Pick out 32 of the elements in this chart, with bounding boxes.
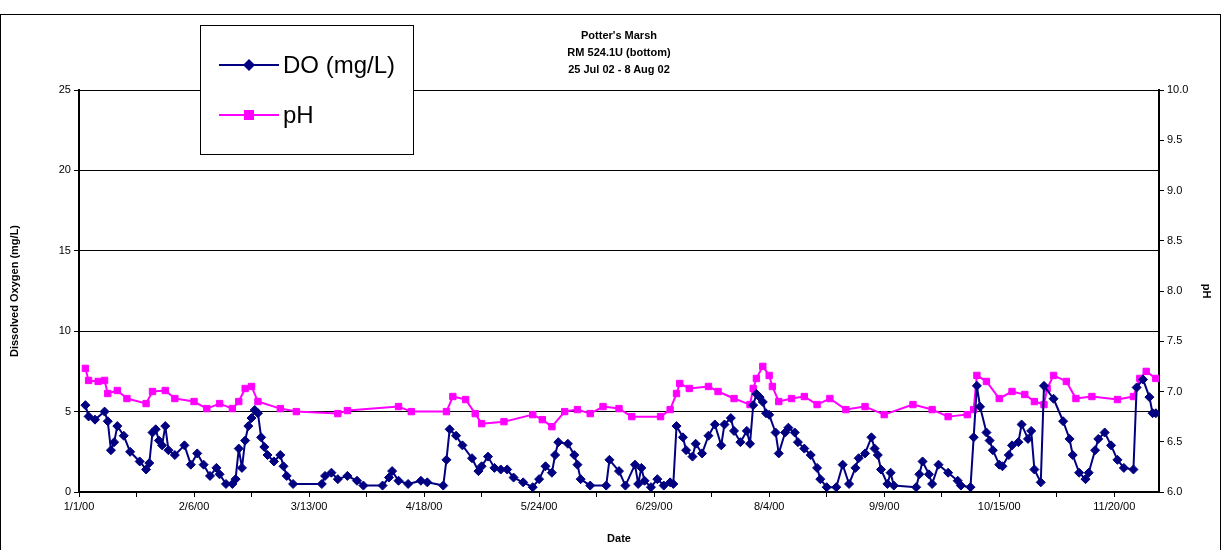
y-axis-title: Dissolved Oxygen (mg/L) [7, 224, 20, 358]
x-tick-label: 3/13/00 [290, 499, 328, 512]
y-tick-label: 25 [58, 83, 71, 96]
y2-tick-label: 8.5 [1167, 233, 1183, 246]
y-tick-label: 20 [58, 163, 71, 176]
y2-tick-label: 9.5 [1167, 133, 1183, 146]
y2-tick-label: 7.5 [1167, 334, 1183, 347]
x-tick-label: 1/1/00 [63, 499, 95, 512]
y-tick-label: 10 [58, 324, 71, 337]
x-tick-label: 5/24/00 [520, 499, 558, 512]
y2-tick-label: 10.0 [1167, 83, 1189, 96]
x-tick-label: 8/4/00 [753, 499, 785, 512]
x-tick-label: 2/6/00 [178, 499, 210, 512]
chart-subtitle: RM 524.1U (bottom) 25 Jul 02 - 8 Aug 02 [567, 46, 671, 76]
y-tick-label: 5 [64, 404, 71, 417]
y2-tick-label: 6.0 [1167, 485, 1183, 498]
x-axis-title: Date [607, 532, 631, 545]
y-tick-label: 0 [64, 485, 71, 498]
y2-tick-label: 9.0 [1167, 183, 1183, 196]
x-tick-label: 6/29/00 [635, 499, 673, 512]
y2-axis-title: pH [1201, 283, 1214, 299]
y2-tick-label: 8.0 [1167, 284, 1183, 297]
legend-label: DO (mg/L) [283, 51, 396, 78]
y2-tick-label: 7.0 [1167, 384, 1183, 397]
x-tick-label: 10/15/00 [977, 499, 1021, 512]
y2-tick-label: 6.5 [1167, 434, 1183, 447]
legend-label: pH [283, 101, 314, 128]
x-tick-label: 4/18/00 [405, 499, 443, 512]
y-tick-label: 15 [58, 243, 71, 256]
x-tick-label: 11/20/00 [1093, 499, 1136, 512]
x-tick-label: 9/9/00 [868, 499, 900, 512]
chart-title: Potter's Marsh [581, 29, 658, 42]
